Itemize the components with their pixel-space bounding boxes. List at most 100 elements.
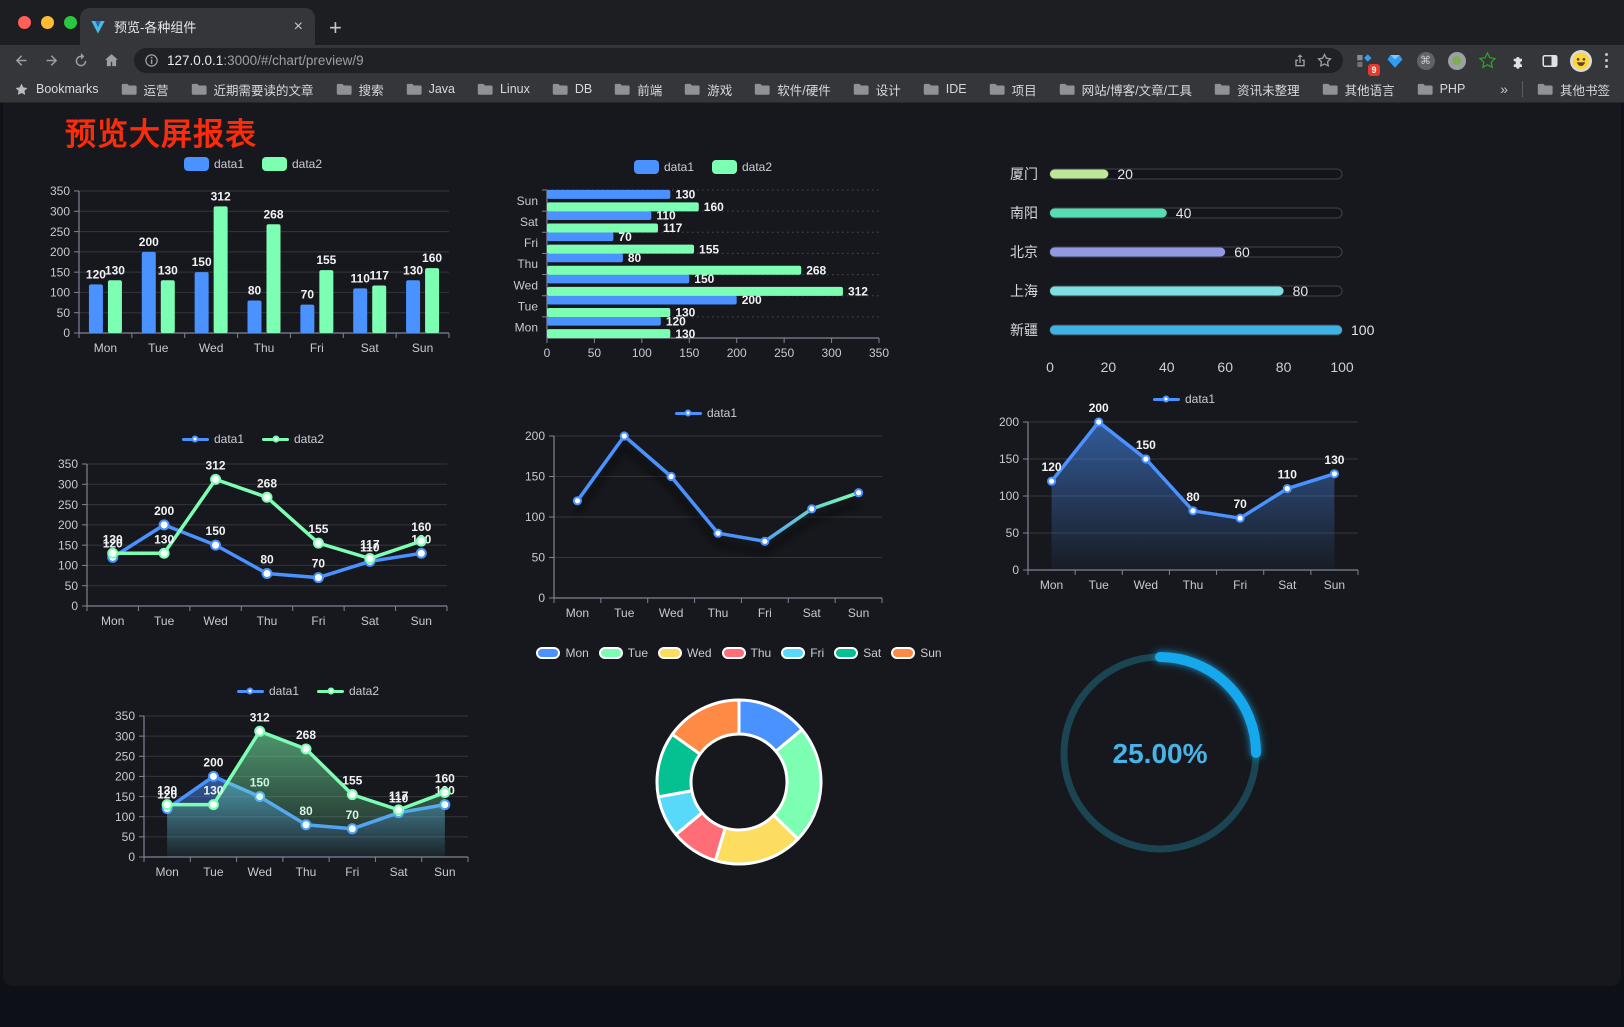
svg-text:70: 70 <box>312 557 326 571</box>
chart-canvas[interactable]: 0 50 100 150 200 Mon Tue Wed Thu Fri Sat Sun 120 200 1… <box>988 386 1380 598</box>
svg-text:Tue: Tue <box>154 614 175 628</box>
svg-text:Sat: Sat <box>361 341 380 355</box>
chart-canvas[interactable]: 25.00% <box>1055 648 1265 860</box>
reload-button[interactable] <box>68 48 94 74</box>
bookmark-folder[interactable]: 资讯未整理 <box>1214 80 1300 99</box>
bookmark-folder[interactable]: Linux <box>477 82 530 96</box>
legend-item[interactable]: data2 <box>262 157 322 171</box>
new-tab-button[interactable]: + <box>329 15 342 40</box>
legend-label: data1 <box>268 684 299 698</box>
chart-canvas[interactable]: 0 50 100 150 200 250 300 350 Mon Tue Wed Thu Fri Sat S… <box>41 145 465 367</box>
legend-item[interactable]: Thu <box>721 646 771 660</box>
legend-item[interactable]: data2 <box>262 432 324 446</box>
side-panel-icon <box>1542 54 1557 67</box>
chart-line-gradient[interactable]: data1 0 50 100 150 200 Mon Tue Wed Thu Fri Sat Sun <box>508 396 904 626</box>
side-panel-button[interactable] <box>1539 50 1561 72</box>
bookmark-folder[interactable]: Java <box>406 82 455 96</box>
legend-item[interactable]: data2 <box>317 684 379 698</box>
site-info-icon[interactable] <box>144 53 159 68</box>
bookmark-folder[interactable]: 网站/博客/文章/工具 <box>1059 80 1192 99</box>
chart-area-single[interactable]: data1 0 50 100 150 200 Mon Tue Wed Thu Fri Sat Sun 12… <box>988 386 1380 598</box>
legend-item[interactable]: data2 <box>712 160 772 174</box>
legend-item[interactable]: data1 <box>181 432 244 446</box>
extension-gem-icon[interactable] <box>1384 50 1406 72</box>
browser-menu-button[interactable] <box>1601 52 1613 69</box>
bookmark-folder[interactable]: 近期需要读的文章 <box>191 80 314 99</box>
bookmark-folder[interactable]: 搜索 <box>336 80 384 99</box>
bookmark-folder[interactable]: 设计 <box>853 80 901 99</box>
extension-tabs-icon[interactable]: 9 <box>1353 50 1380 76</box>
legend-chip-icon <box>598 647 623 659</box>
bookmark-folder[interactable]: DB <box>552 82 592 96</box>
svg-text:117: 117 <box>663 221 683 235</box>
legend-item[interactable]: Sun <box>891 646 942 660</box>
legend-item[interactable]: Wed <box>658 646 712 660</box>
browser-tab[interactable]: 预览-各种组件 × <box>80 8 315 45</box>
chart-legend: Mon Tue Wed Thu Fri Sat Sun <box>536 646 942 660</box>
home-button[interactable] <box>98 48 124 74</box>
svg-text:Wed: Wed <box>247 865 271 879</box>
legend-item[interactable]: Mon <box>536 646 589 660</box>
legend-item[interactable]: data1 <box>674 406 737 420</box>
svg-text:100: 100 <box>525 510 545 524</box>
chart-bar-horizontal[interactable]: data1 data2 0 50 100 150 200 250 300 350 Mon 120 130… <box>503 152 903 370</box>
minimize-window-button[interactable] <box>41 16 54 29</box>
svg-text:268: 268 <box>296 728 316 742</box>
legend-label: Wed <box>687 646 712 660</box>
extension-command-icon[interactable]: ⌘ <box>1415 50 1437 72</box>
extension-star-icon[interactable] <box>1477 50 1499 72</box>
chart-area-two-series[interactable]: data1 data2 0 50 100 150 200 250 300 350 Mon Tue Wed… <box>98 662 518 887</box>
forward-button[interactable] <box>38 48 64 74</box>
legend-item[interactable]: data1 <box>236 684 299 698</box>
bookmark-item-bookmarks[interactable]: Bookmarks <box>14 82 99 97</box>
bookmark-folder[interactable]: 软件/硬件 <box>754 80 831 99</box>
chart-legend: data1 <box>508 406 904 420</box>
svg-text:120: 120 <box>86 267 106 281</box>
svg-text:100: 100 <box>58 559 78 573</box>
legend-item[interactable]: data1 <box>1152 392 1215 406</box>
url-text[interactable]: 127.0.0.1:3000/#/chart/preview/9 <box>167 53 364 68</box>
chart-progress-bars[interactable]: 厦门 20 南阳 40 北京 60 上海 80 新疆 100 0 20 40 60 80 100 <box>988 152 1380 384</box>
extensions-menu-button[interactable] <box>1508 50 1530 72</box>
bookmarks-overflow-chevron[interactable]: » <box>1500 81 1508 97</box>
bookmark-folder[interactable]: 运营 <box>121 80 169 99</box>
bookmark-folder[interactable]: 其他语言 <box>1322 80 1395 99</box>
bookmark-folder[interactable]: 游戏 <box>684 80 732 99</box>
legend-item[interactable]: data1 <box>633 160 694 174</box>
legend-label: data2 <box>292 157 323 171</box>
legend-item[interactable]: Tue <box>598 646 648 660</box>
legend-item[interactable]: Fri <box>781 646 824 660</box>
back-button[interactable] <box>8 48 34 74</box>
chart-canvas[interactable]: 0 50 100 150 200 Mon Tue Wed Thu Fri Sat Sun <box>508 396 904 626</box>
profile-avatar[interactable] <box>1569 49 1592 72</box>
bookmark-star-icon[interactable] <box>1316 52 1333 69</box>
svg-text:Sat: Sat <box>520 215 539 229</box>
folder-icon <box>552 83 568 95</box>
tab-close-icon[interactable]: × <box>293 17 303 35</box>
bookmark-folder[interactable]: PHP <box>1417 82 1465 96</box>
maximize-window-button[interactable] <box>64 16 77 29</box>
chart-canvas[interactable] <box>539 632 939 882</box>
chart-line-two-series[interactable]: data1 data2 0 50 100 150 200 250 300 350 Mon Tue Wed… <box>41 420 465 642</box>
bookmark-folder[interactable]: 项目 <box>989 80 1037 99</box>
chart-gauge-progress[interactable]: 25.00% <box>1055 648 1265 860</box>
bookmark-folder[interactable]: IDE <box>923 82 967 96</box>
other-bookmarks-folder[interactable]: 其他书签 <box>1537 80 1610 99</box>
svg-text:Sun: Sun <box>411 614 432 628</box>
url-bar[interactable]: 127.0.0.1:3000/#/chart/preview/9 <box>134 48 1343 73</box>
legend-item[interactable]: Sat <box>834 646 881 660</box>
extension-recorder-icon[interactable] <box>1446 50 1468 72</box>
bookmark-folder[interactable]: 前端 <box>614 80 662 99</box>
chart-canvas[interactable]: 0 50 100 150 200 250 300 350 Mon Tue Wed Thu Fri Sat S… <box>41 420 465 642</box>
share-icon[interactable] <box>1292 53 1308 69</box>
close-window-button[interactable] <box>18 16 31 29</box>
chart-pie-donut[interactable]: Mon Tue Wed Thu Fri Sat Sun <box>536 632 942 882</box>
chart-bar-vertical[interactable]: data1 data2 0 50 100 150 200 250 300 350 Mon Tue Wed… <box>41 145 465 367</box>
chart-canvas[interactable]: 0 50 100 150 200 250 300 350 Mon Tue Wed Thu Fri Sat S… <box>98 662 518 887</box>
svg-text:150: 150 <box>525 470 545 484</box>
legend-item[interactable]: data1 <box>183 157 244 171</box>
chart-canvas[interactable]: 厦门 20 南阳 40 北京 60 上海 80 新疆 100 0 20 40 60 80 100 <box>988 152 1380 384</box>
svg-text:Mon: Mon <box>101 614 124 628</box>
